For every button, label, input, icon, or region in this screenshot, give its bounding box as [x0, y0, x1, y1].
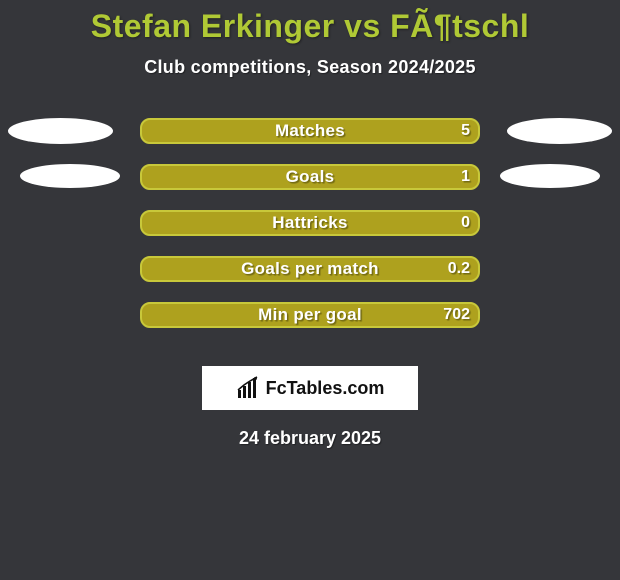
player-right-oval [500, 164, 600, 188]
stat-value-right: 1 [461, 164, 470, 190]
page-subtitle: Club competitions, Season 2024/2025 [0, 57, 620, 78]
stat-value-right: 5 [461, 118, 470, 144]
comparison-card: Stefan Erkinger vs FÃ¶tschl Club competi… [0, 0, 620, 580]
stat-row: Hattricks0 [0, 210, 620, 256]
brand-text: FcTables.com [266, 378, 385, 399]
stat-row: Matches5 [0, 118, 620, 164]
player-right-oval [507, 118, 612, 144]
stat-value-right: 0 [461, 210, 470, 236]
stat-rows: Matches5Goals1Hattricks0Goals per match0… [0, 118, 620, 348]
stat-label: Hattricks [140, 210, 480, 236]
player-left-oval [20, 164, 120, 188]
stat-row: Min per goal702 [0, 302, 620, 348]
chart-up-icon [236, 376, 260, 400]
stat-label: Matches [140, 118, 480, 144]
stat-label: Goals per match [140, 256, 480, 282]
stat-label: Min per goal [140, 302, 480, 328]
player-left-oval [8, 118, 113, 144]
stat-row: Goals per match0.2 [0, 256, 620, 302]
stat-value-right: 0.2 [448, 256, 470, 282]
stat-value-right: 702 [443, 302, 470, 328]
date-text: 24 february 2025 [0, 428, 620, 449]
stat-row: Goals1 [0, 164, 620, 210]
brand-badge: FcTables.com [202, 366, 418, 410]
stat-label: Goals [140, 164, 480, 190]
page-title: Stefan Erkinger vs FÃ¶tschl [0, 0, 620, 45]
